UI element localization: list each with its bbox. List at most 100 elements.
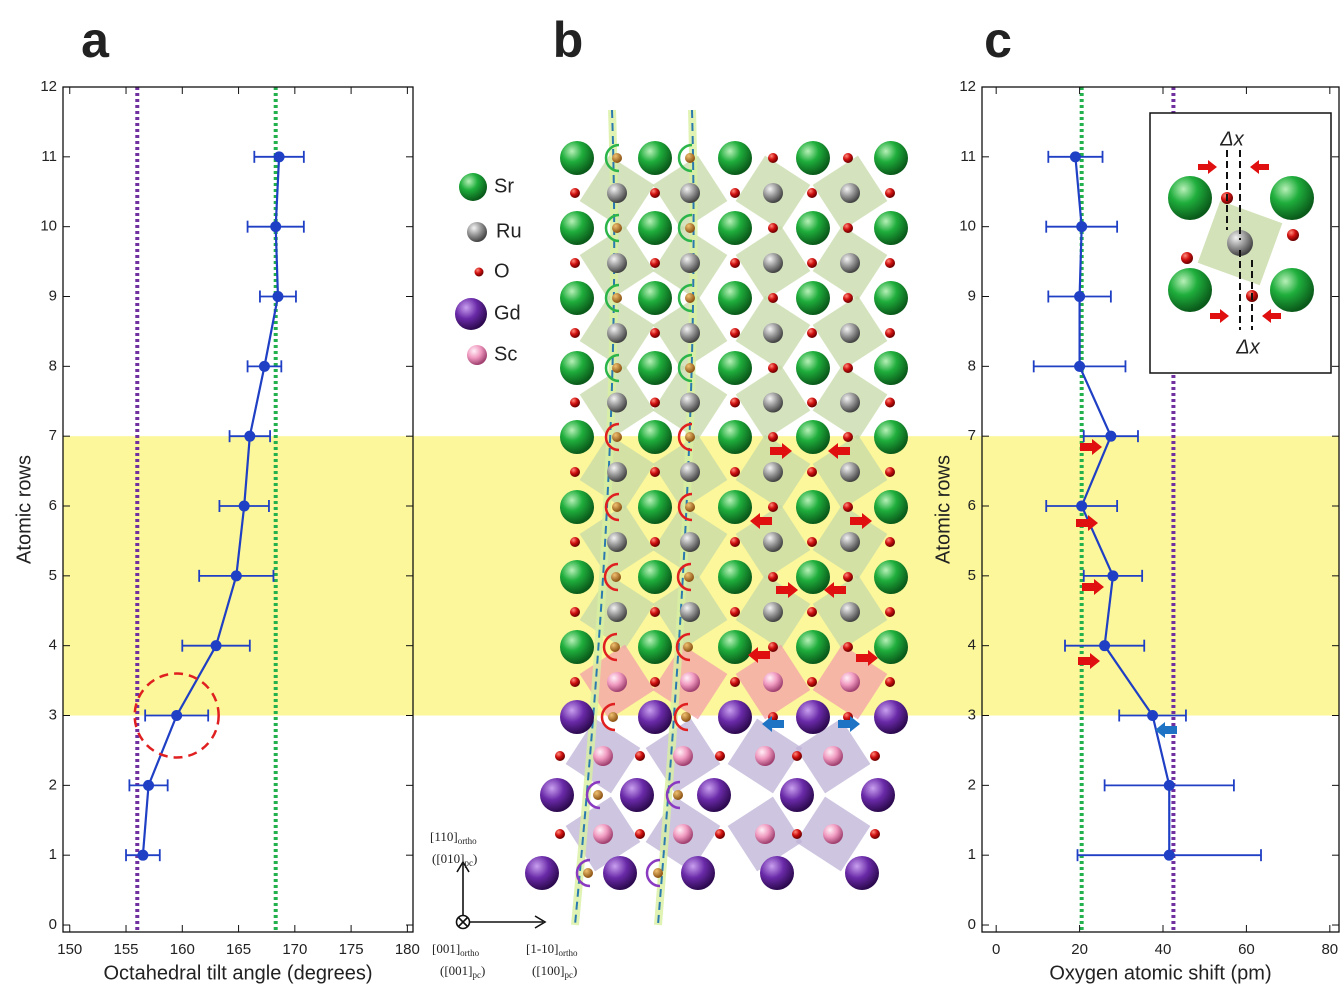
atom <box>763 462 783 482</box>
atom <box>845 856 879 890</box>
legend-label: Gd <box>494 302 521 324</box>
ring-arc <box>677 213 693 243</box>
atom <box>560 560 594 594</box>
y-tick-label: 12 <box>40 78 57 95</box>
y-tick-label: 1 <box>49 846 57 863</box>
atom <box>807 467 817 477</box>
overlays <box>748 443 878 732</box>
atom <box>730 677 740 687</box>
atom <box>840 532 860 552</box>
atom <box>885 677 895 687</box>
atom <box>673 824 693 844</box>
direction-sub: ortho <box>460 948 479 958</box>
atom <box>1270 176 1314 220</box>
data-point <box>1107 570 1119 582</box>
atom <box>638 281 672 315</box>
atom <box>593 824 613 844</box>
shift-arrow <box>1080 439 1102 455</box>
atom <box>540 778 574 812</box>
atom <box>807 328 817 338</box>
data-point <box>1074 291 1086 303</box>
legend-swatch <box>459 173 487 201</box>
ring-arc <box>665 780 681 810</box>
atom <box>796 420 830 454</box>
atom <box>680 462 700 482</box>
atom <box>555 751 565 761</box>
atom <box>807 677 817 687</box>
atom <box>768 572 778 582</box>
x-tick-label: 60 <box>1238 941 1255 958</box>
x-tick-label: 155 <box>114 941 139 958</box>
atom <box>843 153 853 163</box>
annotation-circle <box>133 672 220 759</box>
atom <box>1168 268 1212 312</box>
atom <box>570 677 580 687</box>
shift-arrow <box>838 716 860 732</box>
y-tick-label: 3 <box>968 706 976 723</box>
data-point <box>272 291 284 303</box>
out-of-plane-symbol <box>455 914 471 930</box>
atom <box>840 323 860 343</box>
atom <box>755 824 775 844</box>
shift-arrow <box>776 582 798 598</box>
atom <box>607 602 627 622</box>
y-tick-label: 5 <box>49 567 57 584</box>
shift-arrow <box>748 647 770 663</box>
atom <box>638 211 672 245</box>
atom <box>612 223 622 233</box>
atom <box>650 607 660 617</box>
atom <box>638 351 672 385</box>
atom <box>607 253 627 273</box>
atom <box>681 712 691 722</box>
atom <box>570 607 580 617</box>
atom <box>840 602 860 622</box>
atom <box>560 490 594 524</box>
atom <box>638 141 672 175</box>
direction-main: ([100] <box>532 963 565 978</box>
atom <box>840 392 860 413</box>
atom <box>718 351 752 385</box>
atom <box>560 351 594 385</box>
inset-label: Δx <box>1219 128 1244 150</box>
atom <box>718 490 752 524</box>
atom <box>843 502 853 512</box>
atom <box>792 751 802 761</box>
atom <box>763 253 783 273</box>
atom <box>796 560 830 594</box>
atom <box>840 253 860 273</box>
y-tick-label: 9 <box>968 287 976 304</box>
atom <box>730 188 740 198</box>
atom <box>843 293 853 303</box>
y-tick-label: 4 <box>49 637 57 654</box>
x-tick-label: 160 <box>170 941 195 958</box>
direction-label: ([010]pc) <box>432 851 477 868</box>
atom <box>874 630 908 664</box>
y-tick-label: 10 <box>40 218 57 235</box>
crystal-lattice <box>525 109 908 926</box>
atom <box>638 420 672 454</box>
atom <box>608 712 618 722</box>
x-tick-label: 40 <box>1155 941 1172 958</box>
atom <box>796 700 830 734</box>
atom <box>583 868 593 878</box>
atom <box>1227 230 1253 256</box>
atom <box>560 141 594 175</box>
data-point <box>171 710 183 722</box>
shift-arrow <box>1155 722 1177 738</box>
shift-arrow <box>850 513 872 529</box>
ring-arc <box>676 562 692 592</box>
data-point <box>258 360 270 372</box>
atom <box>885 328 895 338</box>
atom <box>763 323 783 343</box>
y-tick-label: 4 <box>968 637 976 654</box>
direction-label: ([001]pc) <box>440 963 485 980</box>
atom <box>673 746 693 766</box>
inset: Δx Δx <box>1149 112 1332 374</box>
y-tick-label: 6 <box>49 497 57 514</box>
direction-main: ([010] <box>432 851 465 866</box>
atom <box>681 856 715 890</box>
atom <box>870 751 880 761</box>
panel-label: a <box>81 12 110 68</box>
data-point <box>244 430 256 442</box>
atom <box>612 293 622 303</box>
